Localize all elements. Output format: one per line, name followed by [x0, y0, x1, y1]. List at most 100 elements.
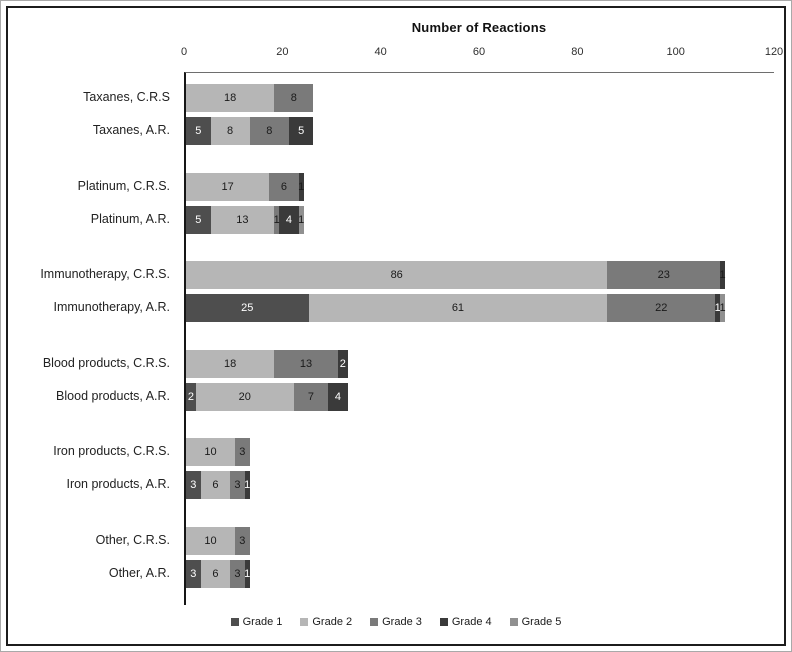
- bar-segment: 1: [273, 205, 280, 234]
- category-labels: Taxanes, C.R.S Taxanes, A.R. Platinum, C.R…: [8, 72, 176, 605]
- legend-swatch-icon: [300, 618, 309, 626]
- stacked-bar: 25 61 22 1 1: [186, 294, 774, 322]
- segment-value: 7: [307, 390, 314, 403]
- bar-segment: 20: [195, 382, 294, 411]
- segment-value: 13: [299, 357, 313, 370]
- bar-segment: 6: [200, 559, 231, 588]
- segment-value: 5: [195, 125, 202, 137]
- segment-value: 61: [451, 302, 465, 314]
- segment-value: 1: [244, 567, 251, 580]
- category-label: Platinum, A.R.: [90, 211, 170, 226]
- bar-segment: 1: [719, 294, 726, 322]
- x-tick-label: 0: [180, 46, 188, 58]
- segment-value: 22: [655, 302, 668, 314]
- x-tick-label: 120: [764, 46, 784, 58]
- legend-swatch-icon: [509, 618, 518, 626]
- segment-value: 3: [239, 446, 246, 458]
- bar-segment: 3: [230, 471, 245, 499]
- bar-segment: 10: [186, 438, 235, 466]
- segment-value: 2: [187, 390, 194, 403]
- bar-segment: 1: [244, 471, 250, 499]
- segment-value: 6: [280, 180, 288, 193]
- legend-item: Grade 1: [230, 616, 282, 628]
- bar-segment: 25: [186, 294, 309, 322]
- x-tick-label: 60: [472, 46, 486, 58]
- chart-title: Number of Reactions: [411, 20, 547, 35]
- segment-value: 3: [190, 479, 197, 491]
- bar-segment: 2: [186, 382, 196, 411]
- bar-segment: 4: [279, 205, 299, 234]
- segment-value: 1: [298, 213, 305, 226]
- legend-label: Grade 4: [451, 616, 492, 628]
- segment-value: 10: [204, 534, 217, 547]
- stacked-bar: 18 13 2: [186, 349, 774, 378]
- category-label: Iron products, C.R.S.: [53, 444, 170, 458]
- stacked-bar: 2 20 7 4: [186, 382, 774, 411]
- segment-value: 8: [290, 92, 297, 104]
- bar-segment: 1: [298, 172, 304, 201]
- bar-segment: 13: [274, 349, 338, 378]
- segment-value: 10: [204, 446, 217, 458]
- stacked-bar: 10 3: [186, 438, 774, 466]
- category-label: Immunotherapy, C.R.S.: [40, 267, 170, 281]
- segment-value: 1: [719, 302, 726, 314]
- category-label: Taxanes, C.R.S: [83, 90, 170, 104]
- legend-item: Grade 2: [300, 616, 352, 628]
- bar-segment: 23: [607, 261, 721, 289]
- segment-value: 6: [212, 479, 219, 491]
- bar-segment: 17: [186, 172, 270, 201]
- bar-segment: 3: [186, 559, 201, 588]
- chart-border: Number of Reactions 0 20 40 60 80 100 120 Taxa…: [6, 6, 786, 646]
- bar-segment: 8: [274, 84, 314, 112]
- stacked-bar: 86 23 1: [186, 261, 774, 289]
- segment-value: 4: [285, 213, 292, 226]
- bar-segment: 13: [210, 205, 275, 234]
- segment-value: 4: [334, 390, 341, 403]
- bar-segment: 7: [293, 382, 329, 411]
- segment-value: 8: [227, 125, 234, 137]
- stacked-bar: 5 13 1 4 1: [186, 205, 774, 234]
- stacked-bar: 10 3: [186, 526, 774, 555]
- segment-value: 13: [236, 213, 249, 226]
- bar-segment: 6: [269, 172, 299, 201]
- segment-value: 3: [190, 567, 197, 580]
- stacked-bar: 5 8 8 5: [186, 117, 774, 145]
- segment-value: 23: [657, 269, 670, 281]
- bar-segment: 86: [186, 261, 608, 289]
- x-axis-ticks: 0 20 40 60 80 100 120: [180, 46, 783, 62]
- bar-segment: 3: [186, 471, 201, 499]
- bar-segment: 1: [714, 294, 721, 322]
- segment-value: 5: [298, 125, 305, 137]
- category-label: Other, C.R.S.: [95, 532, 170, 547]
- segment-value: 18: [223, 357, 237, 370]
- x-tick-label: 20: [276, 46, 289, 58]
- segment-value: 8: [266, 125, 273, 137]
- legend-item: Grade 5: [509, 616, 561, 628]
- legend: Grade 1 Grade 2 Grade 3 Grade 4 Grade 5: [8, 616, 784, 628]
- bar-segment: 1: [719, 261, 726, 289]
- bar-segment: 8: [249, 117, 289, 145]
- bar-segment: 8: [210, 117, 250, 145]
- bar-segment: 22: [607, 294, 716, 322]
- category-label: Immunotherapy, A.R.: [53, 300, 171, 314]
- segment-value: 1: [714, 302, 721, 314]
- segment-value: 1: [719, 269, 726, 281]
- category-label: Iron products, A.R.: [66, 477, 170, 491]
- segment-value: 1: [273, 213, 280, 226]
- category-label: Blood products, A.R.: [56, 388, 170, 403]
- legend-item: Grade 3: [370, 616, 422, 628]
- stacked-bar: 18 8: [186, 84, 774, 112]
- bar-segment: 3: [235, 526, 250, 555]
- bar-segment: 18: [186, 84, 275, 112]
- segment-value: 2: [339, 357, 346, 370]
- legend-label: Grade 3: [382, 616, 422, 628]
- x-tick-label: 80: [571, 46, 584, 58]
- legend-swatch-icon: [370, 618, 379, 626]
- stacked-bar: 17 6 1: [186, 172, 774, 201]
- segment-value: 86: [390, 269, 403, 281]
- segment-value: 6: [212, 567, 219, 580]
- segment-value: 17: [221, 180, 234, 193]
